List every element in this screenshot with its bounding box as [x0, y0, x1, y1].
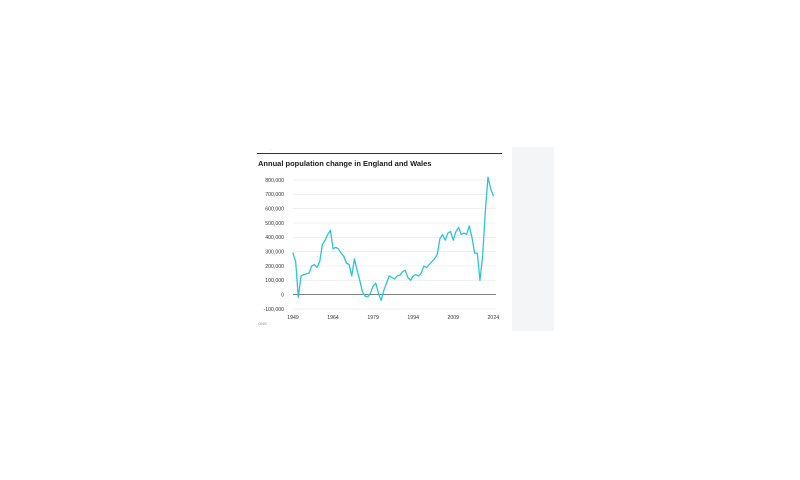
top-mark: · [270, 147, 272, 152]
x-tick-label: 1979 [367, 315, 379, 321]
x-tick-label: 2009 [447, 315, 459, 321]
y-tick-label: 800,000 [265, 178, 284, 184]
y-tick-label: 100,000 [265, 278, 284, 284]
series-line-population-change [292, 176, 494, 302]
top-rule [257, 153, 502, 154]
x-tick-label: 2024 [488, 315, 500, 321]
y-tick-label: 600,000 [265, 206, 284, 212]
line-chart: 800,000 700,000 600,000 500,000 400,000 300,0… [264, 176, 499, 321]
chart-title: Annual population change in England and … [258, 159, 432, 168]
x-tick-label: 1964 [327, 315, 339, 321]
y-axis-ticks: 800,000 700,000 600,000 500,000 400,000 300,0… [264, 178, 285, 313]
x-tick-label: 1994 [407, 315, 419, 321]
side-panel [512, 147, 554, 331]
y-tick-label: -100,000 [264, 307, 285, 313]
y-tick-label: 200,000 [265, 264, 284, 270]
y-tick-label: 0 [281, 292, 284, 298]
x-axis-ticks: 1949 1964 1979 1994 2009 2024 [287, 315, 499, 321]
chart-card: · Annual population change in England an… [255, 145, 502, 331]
y-tick-label: 500,000 [265, 221, 284, 227]
y-tick-label: 400,000 [265, 235, 284, 241]
x-tick-label: 1949 [287, 315, 299, 321]
source-note: ONS [258, 321, 267, 326]
grid-lines [293, 179, 496, 310]
y-tick-label: 700,000 [265, 192, 284, 198]
y-tick-label: 300,000 [265, 249, 284, 255]
